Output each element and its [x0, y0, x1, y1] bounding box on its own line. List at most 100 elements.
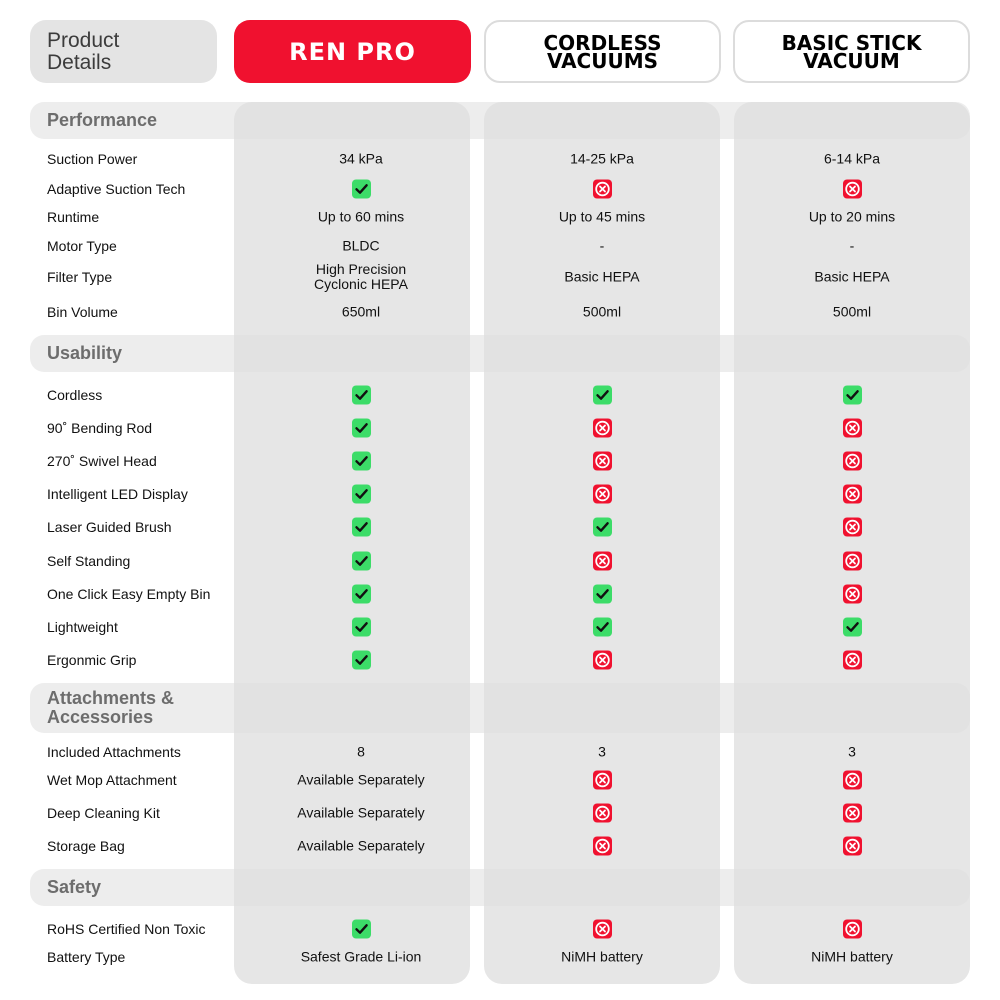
cross-icon: [592, 551, 612, 571]
value-cell: Basic HEPA: [814, 268, 890, 285]
value-cell: [734, 919, 970, 939]
value-cell: [484, 179, 720, 199]
cross-icon: [842, 836, 862, 856]
row-label: Suction Power: [47, 151, 138, 167]
table-row: Cordless: [0, 380, 1000, 410]
value-cell: [484, 551, 720, 571]
check-icon: [351, 385, 371, 405]
ren-pro-header: REN PRO: [234, 20, 471, 83]
check-icon: [351, 418, 371, 438]
cross-icon: [592, 919, 612, 939]
table-row: Adaptive Suction Tech: [0, 174, 1000, 204]
value-cell: [243, 484, 479, 504]
value-cell: 3: [848, 743, 856, 760]
check-icon: [351, 919, 371, 939]
cross-icon: [592, 451, 612, 471]
value-cell: [734, 451, 970, 471]
row-label: Battery Type: [47, 949, 126, 965]
cross-icon: [842, 551, 862, 571]
row-label: 90˚ Bending Rod: [47, 420, 153, 436]
value-cell: Available Separately: [297, 771, 425, 788]
value-cell: [243, 650, 479, 670]
value-cell: [734, 517, 970, 537]
row-label: Wet Mop Attachment: [47, 772, 177, 788]
cross-icon: [842, 650, 862, 670]
cross-icon: [592, 770, 612, 790]
value-cell: [484, 484, 720, 504]
cross-icon: [842, 770, 862, 790]
check-icon: [351, 484, 371, 504]
cordless-vacuums-header: CORDLESS VACUUMS: [484, 20, 721, 83]
table-row: Deep Cleaning Kit Available Separately: [0, 798, 1000, 828]
row-label: RoHS Certified Non Toxic: [47, 921, 206, 937]
value-cell: [484, 770, 720, 790]
value-cell: [484, 451, 720, 471]
table-row: Filter Type High Precision Cyclonic HEPA B…: [0, 262, 1000, 292]
value-cell: [243, 517, 479, 537]
row-label: Intelligent LED Display: [47, 486, 188, 502]
row-label: Laser Guided Brush: [47, 519, 172, 535]
value-cell: [734, 617, 970, 637]
table-row: One Click Easy Empty Bin: [0, 579, 1000, 609]
value-cell: [243, 617, 479, 637]
value-cell: BLDC: [342, 237, 380, 254]
basic-stick-vacuum-title: BASIC STICK VACUUM: [781, 30, 922, 73]
table-row: Bin Volume 650ml 500ml 500ml: [0, 297, 1000, 327]
cross-icon: [842, 484, 862, 504]
value-cell: High Precision Cyclonic HEPA: [314, 261, 408, 292]
table-row: Included Attachments 8 3 3: [0, 737, 1000, 767]
table-row: 270˚ Swivel Head: [0, 446, 1000, 476]
cross-icon: [592, 179, 612, 199]
value-cell: [243, 385, 479, 405]
cross-icon: [842, 418, 862, 438]
check-icon: [351, 617, 371, 637]
check-icon: [842, 385, 862, 405]
product-details-title: Product Details: [47, 28, 120, 74]
value-cell: [734, 803, 970, 823]
value-cell: [484, 617, 720, 637]
table-row: Motor Type BLDC - -: [0, 231, 1000, 261]
value-cell: [734, 418, 970, 438]
row-label: One Click Easy Empty Bin: [47, 586, 211, 602]
value-cell: Available Separately: [297, 804, 425, 821]
value-cell: [484, 650, 720, 670]
check-icon: [592, 617, 612, 637]
value-cell: Safest Grade Li-ion: [300, 948, 422, 965]
value-cell: NiMH battery: [811, 948, 893, 965]
cross-icon: [592, 650, 612, 670]
value-cell: -: [849, 237, 855, 254]
value-cell: [243, 551, 479, 571]
value-cell: [734, 551, 970, 571]
row-label: Runtime: [47, 209, 100, 225]
row-label: Ergonmic Grip: [47, 652, 137, 668]
value-cell: [734, 770, 970, 790]
check-icon: [592, 385, 612, 405]
check-icon: [351, 551, 371, 571]
table-row: Ergonmic Grip: [0, 645, 1000, 675]
table-row: Storage Bag Available Separately: [0, 831, 1000, 861]
cordless-vacuums-title: CORDLESS VACUUMS: [543, 30, 662, 73]
table-row: 90˚ Bending Rod: [0, 413, 1000, 443]
check-icon: [592, 517, 612, 537]
row-label: Storage Bag: [47, 838, 125, 854]
value-cell: [243, 418, 479, 438]
value-cell: 500ml: [582, 303, 622, 320]
row-label: Bin Volume: [47, 304, 118, 320]
value-cell: 6-14 kPa: [823, 150, 881, 167]
value-cell: Basic HEPA: [564, 268, 640, 285]
table-row: Wet Mop Attachment Available Separately: [0, 765, 1000, 795]
cross-icon: [592, 803, 612, 823]
value-cell: Available Separately: [297, 837, 425, 854]
check-icon: [351, 179, 371, 199]
value-cell: [243, 919, 479, 939]
table-row: Self Standing: [0, 546, 1000, 576]
cross-icon: [592, 484, 612, 504]
cross-icon: [842, 517, 862, 537]
cross-icon: [842, 451, 862, 471]
cross-icon: [842, 584, 862, 604]
value-cell: [734, 385, 970, 405]
safety-section-title: Safety: [47, 877, 102, 897]
value-cell: [734, 179, 970, 199]
value-cell: 500ml: [832, 303, 872, 320]
value-cell: 8: [357, 743, 365, 760]
